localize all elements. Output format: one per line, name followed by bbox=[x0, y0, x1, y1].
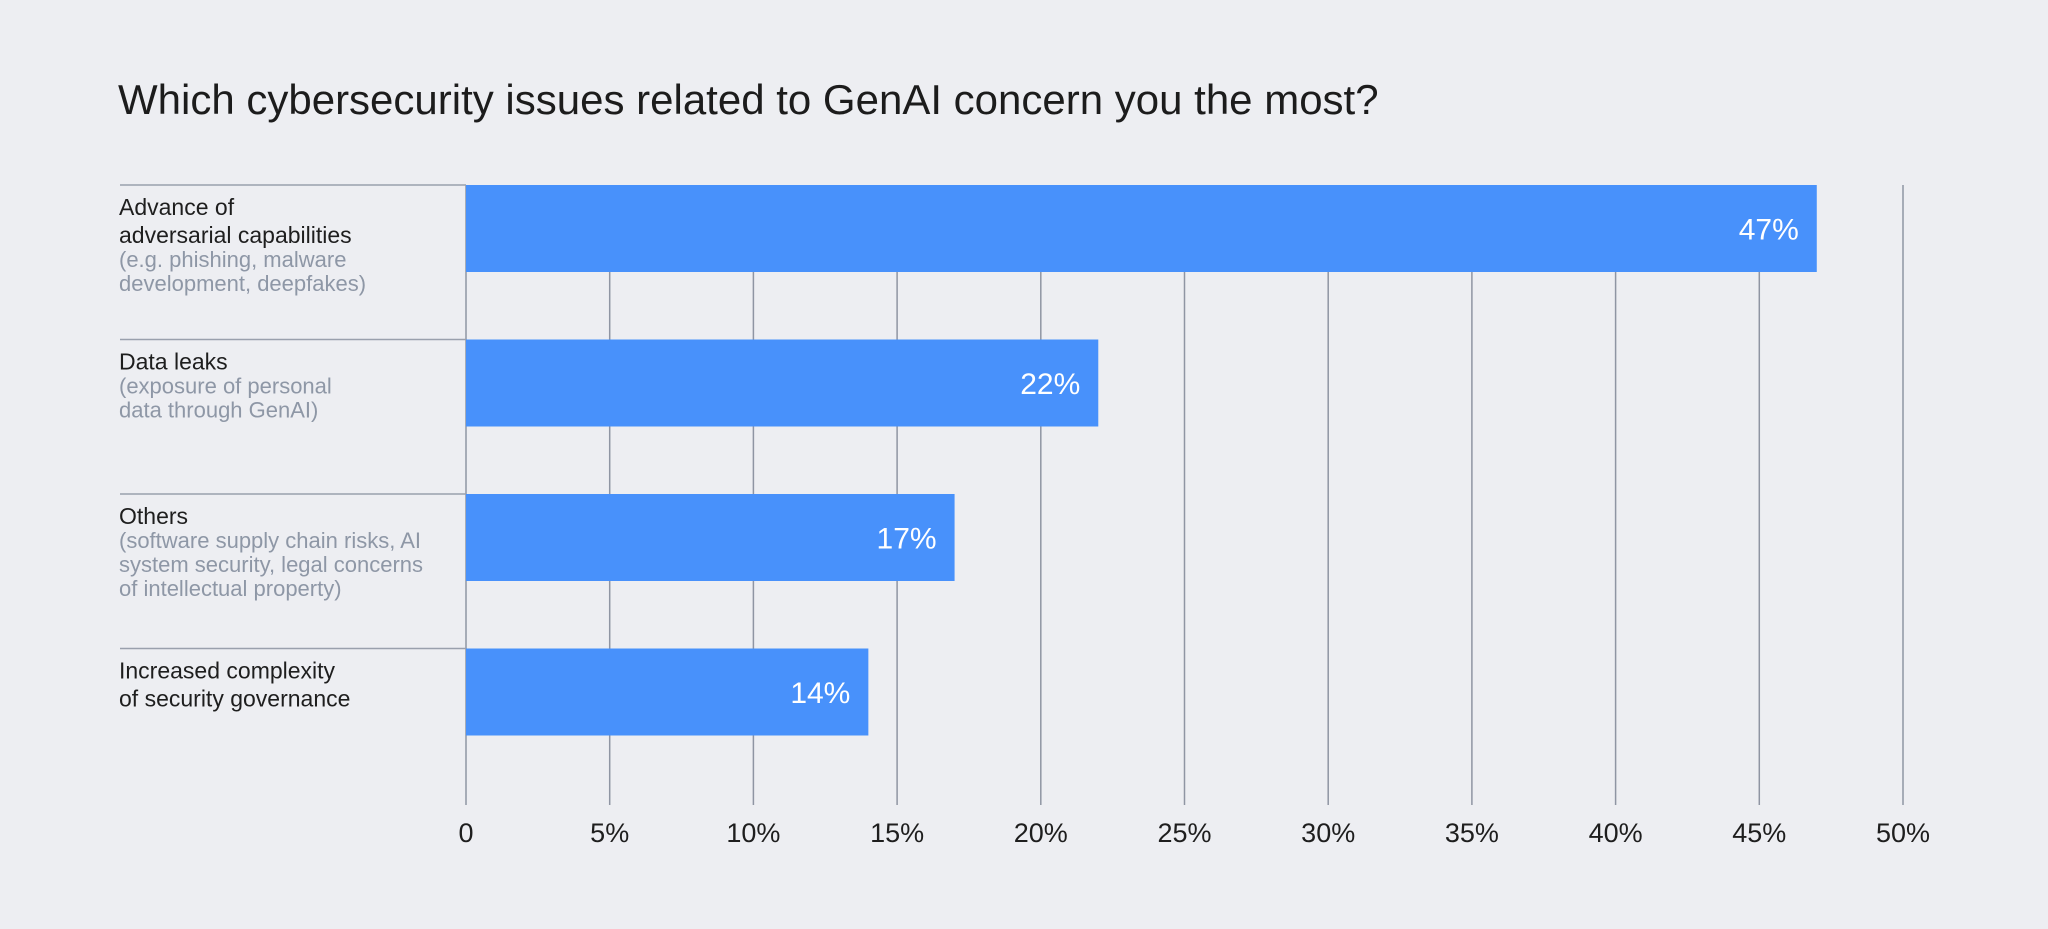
category-label-main-3-1: of security governance bbox=[119, 686, 350, 712]
category-label-2: Others(software supply chain risks, AIsy… bbox=[119, 503, 423, 601]
bar-3 bbox=[466, 648, 869, 736]
category-label-main-0-0: Advance of bbox=[119, 194, 235, 220]
category-label-sub-0-0: (e.g. phishing, malware bbox=[119, 247, 346, 272]
tick-label-10: 50% bbox=[1876, 818, 1930, 848]
tick-label-1: 5% bbox=[590, 818, 629, 848]
chart-title: Which cybersecurity issues related to Ge… bbox=[118, 76, 1379, 123]
category-label-sub-2-1: system security, legal concerns bbox=[119, 552, 423, 577]
tick-label-9: 45% bbox=[1732, 818, 1786, 848]
bar-2 bbox=[466, 494, 955, 581]
x-axis-ticks: 0 5% 10% 15% 20% 25% 30% 35% 40% 45% 50% bbox=[458, 818, 1930, 848]
grid-lines bbox=[465, 185, 1904, 805]
category-separators bbox=[120, 184, 466, 650]
category-label-sub-1-0: (exposure of personal bbox=[119, 374, 332, 399]
tick-label-2: 10% bbox=[726, 818, 780, 848]
tick-label-4: 20% bbox=[1014, 818, 1068, 848]
bar-1 bbox=[466, 339, 1099, 427]
category-label-main-0-1: adversarial capabilities bbox=[119, 222, 352, 248]
tick-label-8: 40% bbox=[1589, 818, 1643, 848]
tick-label-0: 0 bbox=[458, 818, 473, 848]
data-label-3: 14% bbox=[790, 677, 850, 710]
category-label-sub-2-0: (software supply chain risks, AI bbox=[119, 528, 421, 553]
category-label-sub-2-2: of intellectual property) bbox=[119, 576, 342, 601]
category-label-main-1-0: Data leaks bbox=[119, 349, 228, 375]
tick-label-6: 30% bbox=[1301, 818, 1355, 848]
tick-label-5: 25% bbox=[1157, 818, 1211, 848]
data-label-0: 47% bbox=[1739, 214, 1799, 247]
category-label-sub-1-1: data through GenAI) bbox=[119, 398, 318, 423]
category-label-sub-0-1: development, deepfakes) bbox=[119, 271, 366, 296]
tick-label-3: 15% bbox=[870, 818, 924, 848]
category-label-main-3-0: Increased complexity bbox=[119, 658, 336, 684]
category-label-main-2-0: Others bbox=[119, 503, 188, 529]
data-label-1: 22% bbox=[1020, 368, 1080, 401]
tick-label-7: 35% bbox=[1445, 818, 1499, 848]
data-label-2: 17% bbox=[877, 523, 937, 556]
bar-0 bbox=[466, 185, 1817, 272]
bars: 47% 22% 17% 14% bbox=[466, 185, 1817, 736]
